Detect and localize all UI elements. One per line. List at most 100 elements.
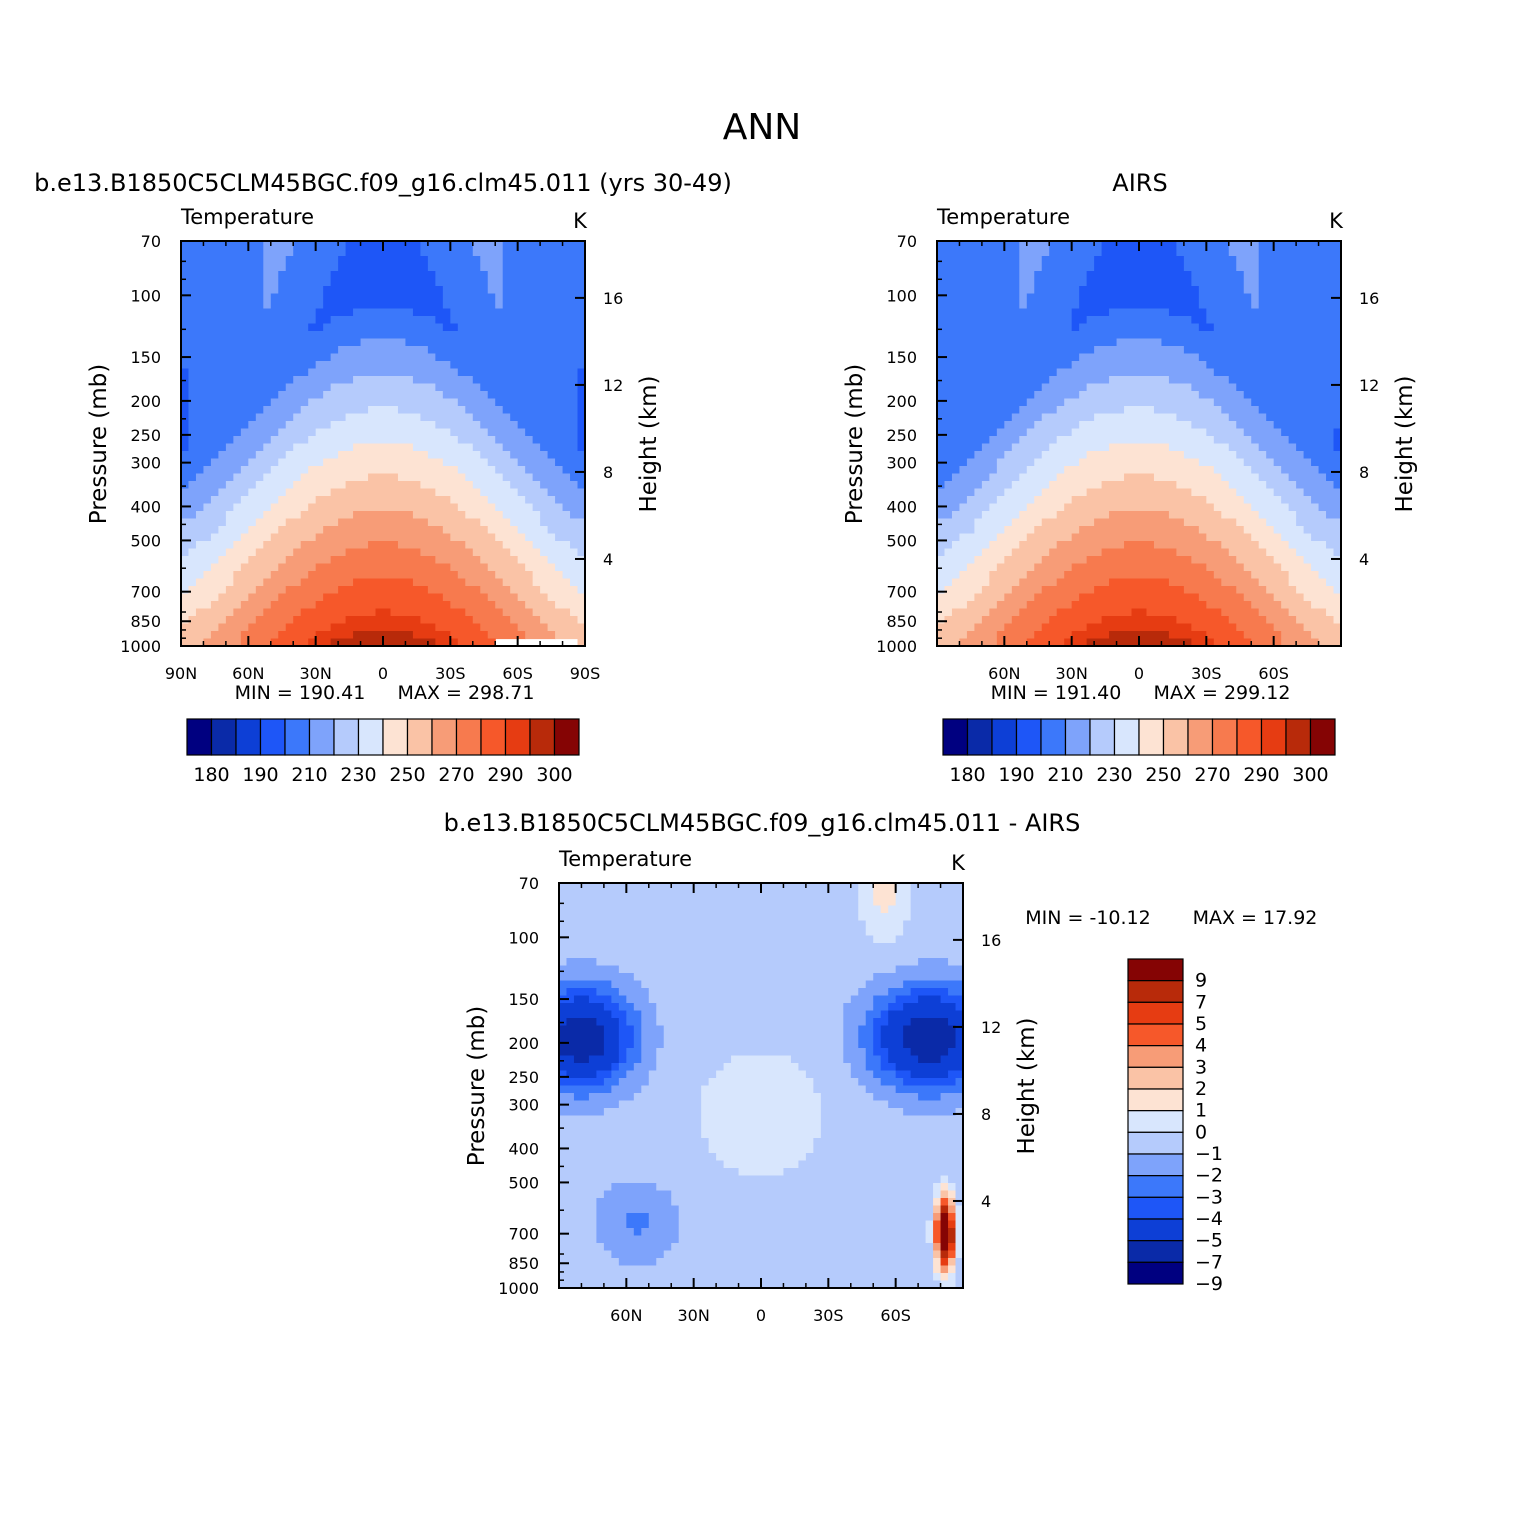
- contour-cell: [888, 1055, 919, 1064]
- colorbar-box: [1162, 718, 1189, 756]
- contour-cell: [353, 308, 414, 317]
- contour-cell: [278, 458, 324, 467]
- contour-cell: [626, 1055, 642, 1064]
- colorbar-box: [504, 718, 531, 756]
- contour-cell: [1176, 248, 1230, 257]
- contour-cell: [865, 1048, 874, 1057]
- contour-cell: [989, 608, 1020, 617]
- contour-cell: [1198, 526, 1245, 535]
- contour-cell: [559, 1220, 598, 1229]
- contour-cell: [1191, 278, 1245, 287]
- contour-cell: [966, 631, 998, 640]
- contour-cell: [626, 1220, 650, 1229]
- contour-cell: [1183, 518, 1237, 527]
- contour-cell: [181, 616, 190, 625]
- contour-cell: [903, 1003, 957, 1012]
- contour-cell: [577, 481, 585, 490]
- y2-tick-label: 8: [1359, 463, 1369, 482]
- contour-cell: [910, 1048, 949, 1057]
- contour-cell: [181, 466, 205, 475]
- contour-cell: [330, 488, 436, 497]
- contour-cell: [412, 631, 451, 640]
- contour-cell: [487, 631, 526, 640]
- contour-cell: [263, 293, 272, 302]
- contour-cell: [1116, 338, 1163, 347]
- contour-cell: [1311, 533, 1341, 542]
- contour-cell: [918, 1055, 942, 1064]
- contour-cell: [603, 1078, 620, 1087]
- contour-cell: [323, 286, 444, 295]
- contour-cell: [540, 511, 571, 520]
- contour-cell: [1079, 323, 1200, 332]
- contour-cell: [308, 368, 459, 377]
- contour-cell: [502, 241, 585, 250]
- contour-cell: [570, 608, 585, 617]
- contour-cell: [293, 413, 347, 422]
- contour-cell: [1243, 286, 1260, 295]
- contour-cell: [955, 1213, 963, 1222]
- contour-cell: [435, 556, 481, 565]
- contour-cell: [525, 428, 579, 437]
- contour-cell: [937, 286, 1020, 295]
- contour-cell: [1109, 631, 1170, 640]
- contour-cell: [948, 1213, 957, 1222]
- contour-cell: [532, 571, 564, 580]
- contour-cell: [989, 578, 1020, 587]
- contour-cell: [300, 608, 377, 617]
- difference-contour-plot: [559, 883, 963, 1288]
- contour-cell: [1071, 533, 1207, 542]
- contour-cell: [880, 1063, 897, 1072]
- contour-cell: [1311, 496, 1341, 505]
- contour-cell: [611, 1070, 627, 1079]
- contour-cell: [611, 1010, 627, 1019]
- contour-cell: [1064, 466, 1215, 475]
- contour-cell: [880, 1033, 904, 1042]
- contour-cell: [559, 1100, 620, 1109]
- contour-cell: [937, 428, 998, 437]
- contour-cell: [181, 503, 205, 512]
- contour-cell: [480, 488, 519, 497]
- contour-cell: [270, 571, 309, 580]
- difference-ylabel: Pressure (mb): [464, 1006, 490, 1166]
- contour-cell: [525, 496, 556, 505]
- contour-cell: [955, 1205, 963, 1214]
- contour-cell: [974, 488, 1005, 497]
- contour-cell: [1019, 263, 1043, 272]
- colorbar-box: [1127, 1066, 1184, 1090]
- contour-cell: [1206, 563, 1245, 572]
- contour-cell: [1183, 586, 1237, 595]
- contour-cell: [435, 421, 481, 430]
- contour-cell: [910, 890, 963, 899]
- contour-cell: [858, 890, 874, 899]
- contour-cell: [937, 556, 976, 565]
- contour-cell: [353, 511, 414, 520]
- contour-cell: [181, 383, 190, 392]
- contour-cell: [937, 496, 968, 505]
- contour-cell: [603, 1243, 672, 1252]
- y-tick-label: 500: [130, 531, 161, 550]
- contour-cell: [1198, 293, 1252, 302]
- contour-cell: [181, 511, 197, 520]
- y-tick-label: 100: [508, 928, 539, 947]
- contour-cell: [315, 308, 354, 317]
- contour-cell: [1064, 503, 1215, 512]
- contour-cell: [611, 980, 642, 989]
- contour-cell: [270, 293, 324, 302]
- contour-cell: [648, 1220, 680, 1229]
- contour-cell: [532, 436, 579, 445]
- contour-cell: [937, 301, 1020, 310]
- contour-cell: [996, 428, 1028, 437]
- contour-cell: [1243, 631, 1282, 640]
- contour-cell: [663, 1250, 934, 1259]
- contour-cell: [510, 481, 541, 490]
- contour-cell: [1101, 616, 1177, 625]
- colorbar-box: [210, 718, 237, 756]
- contour-cell: [1326, 473, 1341, 482]
- contour-cell: [656, 1183, 934, 1192]
- contour-cell: [233, 571, 272, 580]
- contour-cell: [1011, 481, 1050, 490]
- contour-cell: [559, 1055, 575, 1064]
- y-tick-label: 250: [508, 1068, 539, 1087]
- contour-cell: [181, 286, 264, 295]
- contour-cell: [1281, 638, 1320, 646]
